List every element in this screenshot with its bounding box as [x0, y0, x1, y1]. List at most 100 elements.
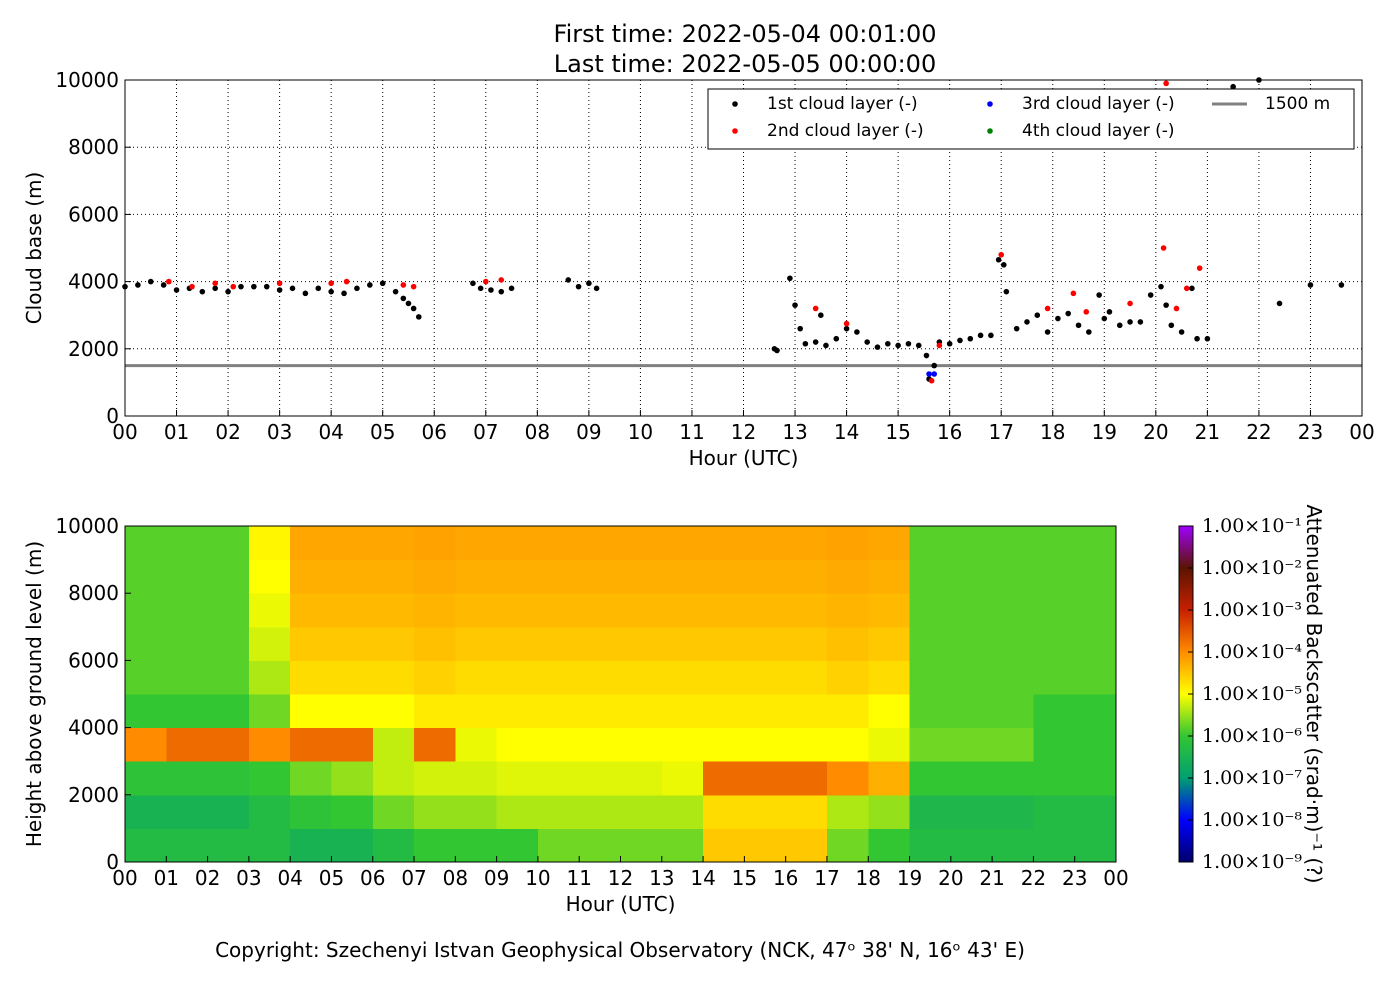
heatmap-cell	[166, 694, 209, 729]
cloud-point	[488, 287, 494, 293]
chart-title: First time: 2022-05-04 00:01:00	[554, 20, 937, 48]
colorbar-tick-label: 1.00×10⁻²	[1202, 557, 1302, 579]
heatmap-cell	[496, 694, 539, 729]
cloud-point	[1106, 309, 1113, 315]
heatmap-cell	[248, 660, 291, 695]
heatmap-cell	[950, 694, 993, 729]
heatmap-cell	[703, 559, 745, 594]
cloud-point	[1196, 265, 1203, 271]
heatmap-cell	[248, 727, 291, 762]
x-tick-label: 07	[401, 866, 426, 890]
cloud-point	[341, 290, 347, 297]
x-tick-label: 23	[1062, 866, 1087, 890]
cloud-point	[173, 287, 180, 293]
colorbar-tick-label: 1.00×10⁻⁸	[1202, 809, 1302, 831]
cloud-point	[812, 339, 819, 345]
heatmap-cell	[331, 626, 374, 661]
heatmap-cell	[826, 626, 869, 661]
heatmap-cell	[207, 761, 250, 796]
heatmap-cell	[744, 626, 787, 661]
cloud-point	[482, 278, 489, 285]
heatmap-cell	[248, 559, 291, 594]
heatmap-cell	[703, 593, 745, 628]
heatmap-cell	[826, 828, 869, 863]
heatmap-cell	[496, 660, 539, 695]
heatmap-cell	[125, 660, 167, 695]
cloud-point	[238, 283, 244, 290]
cloud-point	[1101, 315, 1108, 322]
heatmap-cell	[455, 761, 498, 796]
heatmap-cell	[909, 593, 952, 628]
cloud-point	[477, 285, 484, 292]
cloud-point	[593, 285, 600, 292]
heatmap-cell	[909, 694, 952, 729]
cloud-point	[135, 282, 141, 288]
legend-marker	[732, 101, 738, 107]
heatmap-cell	[537, 828, 580, 863]
heatmap-cell	[414, 660, 456, 695]
x-tick-label: 10	[628, 420, 653, 444]
cloud-point	[1276, 300, 1283, 307]
cloud-point	[1116, 322, 1123, 329]
heatmap-cell	[372, 694, 415, 729]
cloud-point	[565, 277, 572, 283]
heatmap-cell	[537, 626, 580, 661]
heatmap-cell	[785, 761, 828, 796]
heatmap-cell	[166, 828, 209, 863]
cloud-point	[1163, 80, 1169, 87]
x-tick-label: 01	[164, 420, 189, 444]
x-tick-label: 17	[988, 420, 1013, 444]
cloud-point	[189, 283, 195, 290]
heatmap-cell	[248, 828, 291, 863]
heatmap-cell	[331, 694, 374, 729]
heatmap-cell	[620, 526, 663, 561]
cloud-point	[923, 352, 930, 359]
x-tick-label: 11	[679, 420, 704, 444]
x-tick-label: 17	[814, 866, 839, 890]
cloud-point	[1044, 305, 1051, 312]
cloud-point	[802, 340, 809, 347]
cloud-point	[812, 305, 819, 312]
x-tick-label: 06	[360, 866, 385, 890]
heatmap-cell	[909, 727, 952, 762]
heatmap-cell	[579, 761, 621, 796]
heatmap-cell	[785, 694, 828, 729]
heatmap-cell	[372, 727, 415, 762]
heatmap-cell	[868, 660, 911, 695]
heatmap-cell	[992, 626, 1034, 661]
plot-frame	[124, 79, 1363, 417]
heatmap-cell	[1033, 593, 1076, 628]
cloud-point	[1065, 310, 1072, 317]
heatmap-cell	[785, 727, 828, 762]
x-tick-label: 22	[1021, 866, 1046, 890]
heatmap-cell	[125, 794, 167, 829]
cloud-point	[818, 312, 824, 319]
colorbar-tick-label: 1.00×10⁻⁷	[1202, 767, 1302, 789]
heatmap-cell	[744, 761, 787, 796]
cloud-point	[995, 256, 1002, 263]
heatmap-cell	[950, 660, 993, 695]
heatmap-cell	[207, 694, 250, 729]
heatmap-cell	[1074, 660, 1117, 695]
heatmap-cell	[826, 660, 869, 695]
heatmap-cell	[414, 559, 456, 594]
heatmap-cell	[620, 828, 663, 863]
cloud-point	[230, 283, 237, 290]
cloud-point	[276, 280, 283, 287]
heatmap-cell	[1074, 626, 1117, 661]
heatmap-cell	[455, 828, 498, 863]
heatmap-cell	[290, 626, 332, 661]
heatmap-cell	[455, 559, 498, 594]
heatmap-cell	[125, 626, 167, 661]
heatmap-cell	[744, 794, 787, 829]
heatmap-cell	[414, 526, 456, 561]
heatmap-cell	[992, 660, 1034, 695]
legend-label: 3rd cloud layer (-)	[1022, 94, 1175, 114]
heatmap-cell	[868, 794, 911, 829]
cloud-point	[1013, 325, 1020, 332]
cloud-point	[931, 362, 938, 369]
cloud-point	[1034, 312, 1041, 319]
heatmap-cell	[414, 761, 456, 796]
x-tick-label: 22	[1246, 420, 1271, 444]
heatmap-cell	[1074, 727, 1117, 762]
